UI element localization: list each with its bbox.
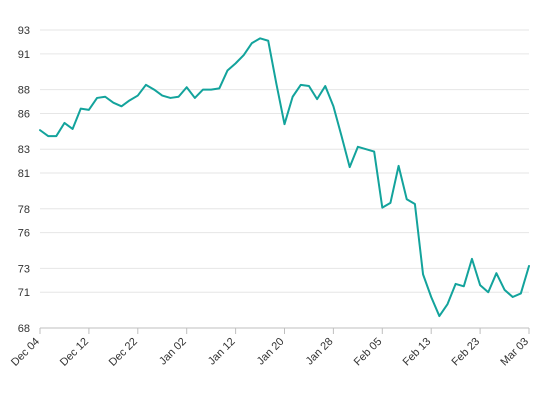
y-tick-label: 83 (18, 144, 30, 156)
x-tick-label: Feb 05 (352, 336, 385, 369)
x-tick-label: Jan 02 (157, 336, 189, 368)
y-tick-label: 86 (18, 108, 30, 120)
y-tick-label: 73 (18, 263, 30, 275)
gridlines (40, 29, 529, 329)
x-tick-label: Jan 12 (206, 336, 238, 368)
x-tick-label: Dec 04 (9, 336, 42, 369)
series-group (39, 37, 530, 318)
series-line-0 (39, 37, 530, 318)
y-tick-label: 78 (18, 204, 30, 216)
y-tick-label: 91 (18, 49, 30, 61)
y-tick-label: 76 (18, 228, 30, 240)
x-axis: Dec 04 Dec 12 Dec 22 Jan 02 Jan 12 Jan 20 Jan … (9, 328, 531, 369)
x-tick-label: Feb 13 (401, 336, 434, 369)
x-tick-label: Feb 23 (450, 336, 483, 369)
y-axis: 68 71 73 76 78 81 83 86 88 91 93 (18, 25, 30, 335)
x-tick-label: Jan 28 (304, 336, 336, 368)
y-tick-label: 81 (18, 168, 30, 180)
y-tick-label: 93 (18, 25, 30, 37)
y-tick-label: 68 (18, 323, 30, 335)
x-tick-label: Mar 03 (498, 336, 531, 369)
x-tick-label: Jan 20 (255, 336, 287, 368)
y-tick-label: 88 (18, 85, 30, 97)
x-tick-label: Dec 22 (107, 336, 140, 369)
x-tick-label: Dec 12 (58, 336, 91, 369)
y-tick-label: 71 (18, 287, 30, 299)
